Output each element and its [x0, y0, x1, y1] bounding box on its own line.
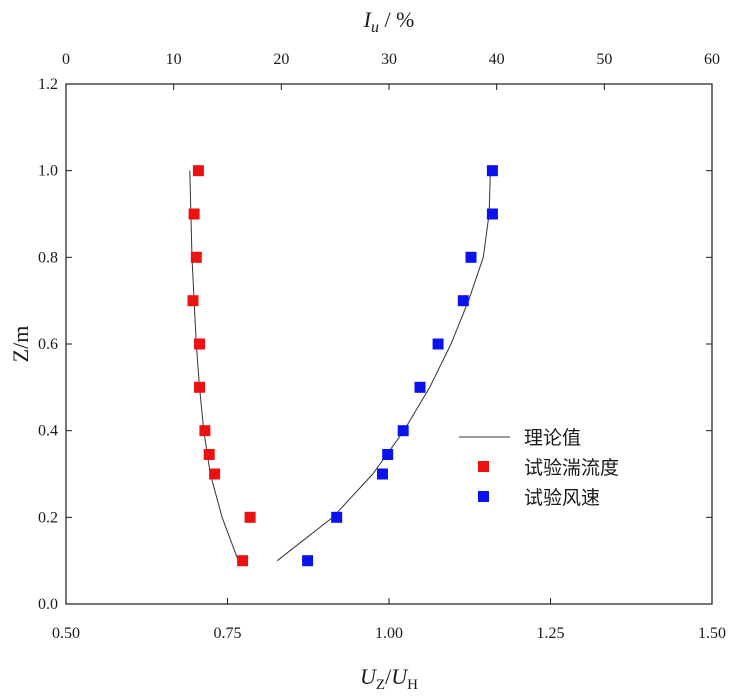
turbulence-point [199, 425, 211, 437]
wind-speed-point [432, 338, 444, 350]
legend-blue-square [478, 491, 489, 502]
turbulence-point [187, 295, 199, 307]
turbulence-point [203, 449, 215, 460]
wind-speed-point [377, 468, 388, 480]
tick-marks [65, 83, 713, 605]
top-axis-title: Iu / % [363, 7, 415, 36]
legend: 理论值 试验湍流度 试验风速 [459, 427, 619, 509]
x-tick-label: 0.50 [52, 625, 80, 642]
y-tick-label: 0.0 [38, 596, 58, 613]
x2-tick-label: 50 [596, 51, 612, 68]
x2-tick-label: 20 [273, 51, 289, 68]
wind-speed-point [382, 449, 394, 460]
wind-speed-point [302, 555, 314, 567]
turbulence-point [194, 338, 205, 350]
turbulence-point [190, 251, 202, 263]
x-tick-label: 0.75 [214, 625, 242, 642]
x2-tick-label: 60 [704, 51, 720, 68]
turbulence-point [209, 468, 221, 480]
legend-label-theory: 理论值 [524, 427, 581, 449]
theory-line [189, 170, 239, 561]
x2-tick-label: 40 [489, 51, 505, 68]
turbulence-point [192, 165, 204, 177]
wind-speed-point [465, 251, 477, 263]
y-tick-label: 0.2 [38, 509, 58, 526]
data-markers [187, 165, 498, 567]
turbulence-point [194, 381, 205, 393]
tick-labels: 0.50 0.75 1.00 1.25 1.50 0 10 20 30 40 50 60 0.0 0.2 0… [38, 51, 726, 642]
wind-speed-point [331, 511, 343, 523]
x-tick-label: 1.00 [375, 625, 403, 642]
wind-speed-point [486, 208, 498, 220]
x-tick-label: 1.25 [537, 625, 565, 642]
legend-label-wind-speed: 试验风速 [524, 487, 600, 509]
theory-lines [189, 170, 491, 562]
y-tick-label: 0.8 [38, 249, 58, 266]
turbulence-point [244, 511, 256, 523]
legend-red-square [478, 461, 489, 472]
y-tick-label: 1.2 [38, 76, 58, 93]
x-tick-label: 1.50 [698, 625, 726, 642]
wind-speed-point [397, 425, 409, 437]
turbulence-point [237, 555, 249, 567]
wind-speed-point [486, 165, 498, 177]
legend-label-turbulence: 试验湍流度 [524, 457, 619, 479]
x2-tick-label: 0 [62, 51, 70, 68]
x2-tick-label: 10 [166, 51, 182, 68]
theory-line [276, 170, 491, 562]
y-tick-label: 0.4 [38, 423, 58, 440]
wind-speed-point [414, 381, 426, 393]
turbulence-point [188, 208, 200, 220]
bottom-axis-title: UZ/UH [360, 664, 418, 693]
y-tick-label: 0.6 [38, 336, 58, 353]
y-axis-title: Z/m [8, 326, 33, 363]
y-tick-label: 1.0 [38, 163, 58, 180]
wind-speed-point [457, 295, 469, 307]
plot-frame [65, 83, 713, 605]
x2-tick-label: 30 [381, 51, 397, 68]
